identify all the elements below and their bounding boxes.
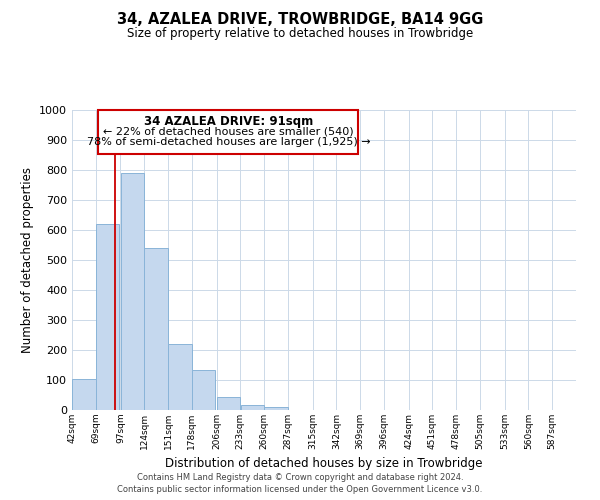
Text: Contains public sector information licensed under the Open Government Licence v3: Contains public sector information licen… bbox=[118, 485, 482, 494]
Bar bbox=[72, 378, 95, 410]
Text: 34 AZALEA DRIVE: 91sqm: 34 AZALEA DRIVE: 91sqm bbox=[144, 114, 313, 128]
Bar bbox=[96, 224, 119, 410]
Bar bbox=[241, 404, 264, 410]
Bar bbox=[145, 248, 168, 410]
Text: Size of property relative to detached houses in Trowbridge: Size of property relative to detached ho… bbox=[127, 28, 473, 40]
X-axis label: Distribution of detached houses by size in Trowbridge: Distribution of detached houses by size … bbox=[165, 458, 483, 470]
Text: 34, AZALEA DRIVE, TROWBRIDGE, BA14 9GG: 34, AZALEA DRIVE, TROWBRIDGE, BA14 9GG bbox=[117, 12, 483, 28]
Bar bbox=[217, 396, 240, 410]
Bar bbox=[168, 344, 191, 410]
Text: 78% of semi-detached houses are larger (1,925) →: 78% of semi-detached houses are larger (… bbox=[86, 137, 370, 147]
Text: Contains HM Land Registry data © Crown copyright and database right 2024.: Contains HM Land Registry data © Crown c… bbox=[137, 474, 463, 482]
Bar bbox=[121, 173, 144, 410]
Bar bbox=[192, 370, 215, 410]
Y-axis label: Number of detached properties: Number of detached properties bbox=[20, 167, 34, 353]
FancyBboxPatch shape bbox=[98, 110, 358, 154]
Text: ← 22% of detached houses are smaller (540): ← 22% of detached houses are smaller (54… bbox=[103, 126, 354, 136]
Bar bbox=[265, 407, 287, 410]
